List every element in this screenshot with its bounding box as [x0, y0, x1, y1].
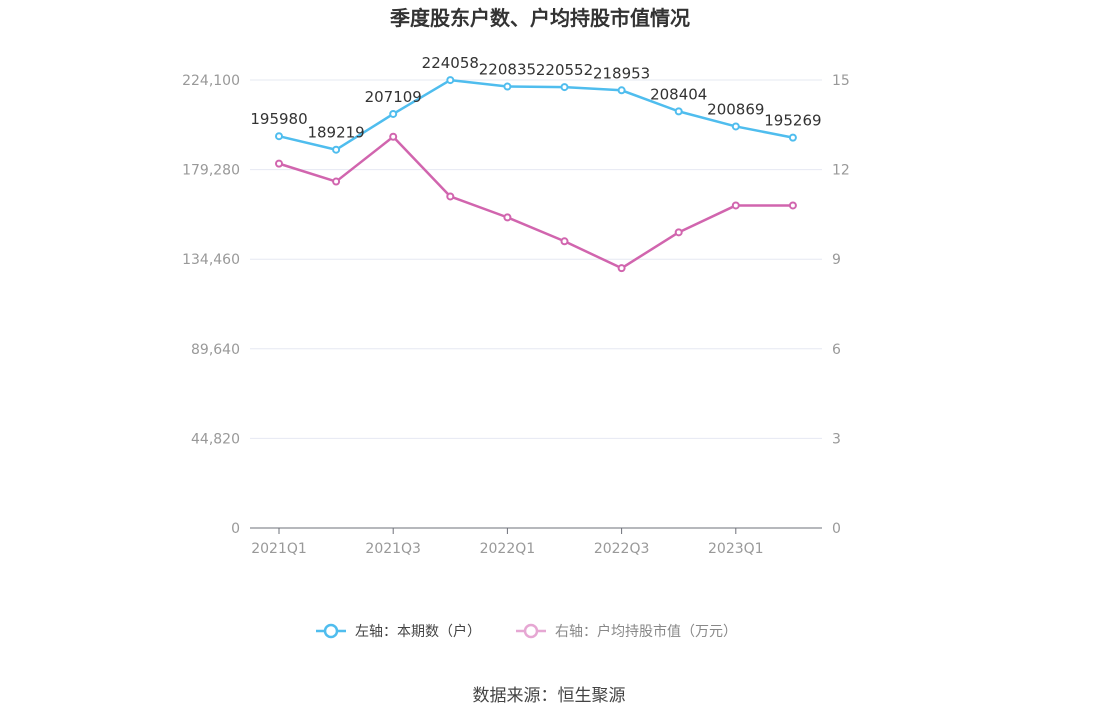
data-point[interactable]	[275, 132, 283, 141]
y-right-tick-label: 9	[832, 252, 841, 268]
data-point[interactable]	[788, 133, 797, 142]
data-label: 189219	[307, 124, 364, 142]
x-tick-label: 2022Q1	[480, 541, 536, 557]
grid	[250, 79, 822, 439]
data-point[interactable]	[560, 83, 569, 92]
y-left-tick-label: 0	[231, 521, 240, 537]
y-right-tick-label: 15	[832, 73, 850, 89]
legend-label-households: 左轴：本期数（户）	[355, 623, 481, 640]
y-right-tick-label: 12	[832, 163, 850, 179]
y-axis-left: 0 44,820 89,640 134,460 179,280 224,100	[182, 73, 240, 537]
y-right-tick-label: 6	[832, 342, 841, 358]
legend-item-avg-value[interactable]: 右轴：户均持股市值（万元）	[516, 623, 737, 640]
data-label: 208404	[650, 85, 707, 103]
y-left-tick-label: 224,100	[182, 73, 240, 89]
legend-label-avg-value: 右轴：户均持股市值（万元）	[555, 623, 737, 640]
data-label: 224058	[422, 54, 479, 72]
data-point[interactable]	[503, 213, 512, 222]
x-tick-label: 2021Q3	[365, 541, 421, 557]
data-point[interactable]	[446, 192, 455, 201]
data-point[interactable]	[389, 109, 398, 118]
legend[interactable]: 左轴：本期数（户） 右轴：户均持股市值（万元）	[316, 623, 737, 640]
y-left-tick-label: 179,280	[182, 163, 240, 179]
series-line-1	[278, 135, 793, 270]
x-tick-label: 2023Q1	[708, 541, 764, 557]
data-point[interactable]	[332, 145, 341, 154]
legend-marker-icon	[523, 623, 539, 639]
data-point[interactable]	[389, 132, 398, 141]
series-line-0	[278, 78, 794, 151]
y-left-tick-label: 44,820	[191, 431, 240, 447]
data-point[interactable]	[446, 76, 455, 85]
data-point[interactable]	[674, 107, 683, 116]
data-point[interactable]	[503, 82, 512, 91]
data-point[interactable]	[560, 237, 569, 246]
data-point[interactable]	[674, 228, 683, 237]
data-point[interactable]	[731, 122, 740, 131]
y-right-tick-label: 0	[832, 521, 841, 537]
y-right-tick-label: 3	[832, 431, 841, 447]
data-label: 207109	[365, 88, 422, 106]
data-label: 220552	[536, 61, 593, 79]
data-label: 195980	[250, 110, 307, 128]
y-axis-right: 0 3 6 9 12 15	[832, 73, 850, 537]
data-point[interactable]	[332, 177, 341, 186]
x-axis: 2021Q1 2021Q3 2022Q1 2022Q3 2023Q1	[250, 527, 822, 557]
data-point[interactable]	[617, 86, 626, 95]
data-point[interactable]	[275, 159, 283, 168]
legend-marker-icon	[323, 623, 339, 639]
data-label: 218953	[593, 64, 650, 82]
data-label: 200869	[707, 100, 764, 118]
data-point[interactable]	[731, 201, 740, 210]
data-point[interactable]	[788, 201, 797, 210]
chart-title: 季度股东户数、户均持股市值情况	[389, 6, 690, 30]
x-tick-label: 2021Q1	[251, 541, 307, 557]
y-left-tick-label: 134,460	[182, 252, 240, 268]
y-left-tick-label: 89,640	[191, 342, 240, 358]
source-note: 数据来源：恒生聚源	[473, 686, 626, 706]
data-label: 195269	[764, 112, 821, 130]
x-tick-label: 2022Q3	[594, 541, 650, 557]
data-point[interactable]	[617, 264, 626, 273]
legend-item-households[interactable]: 左轴：本期数（户）	[316, 623, 481, 640]
data-label: 220835	[479, 61, 536, 79]
